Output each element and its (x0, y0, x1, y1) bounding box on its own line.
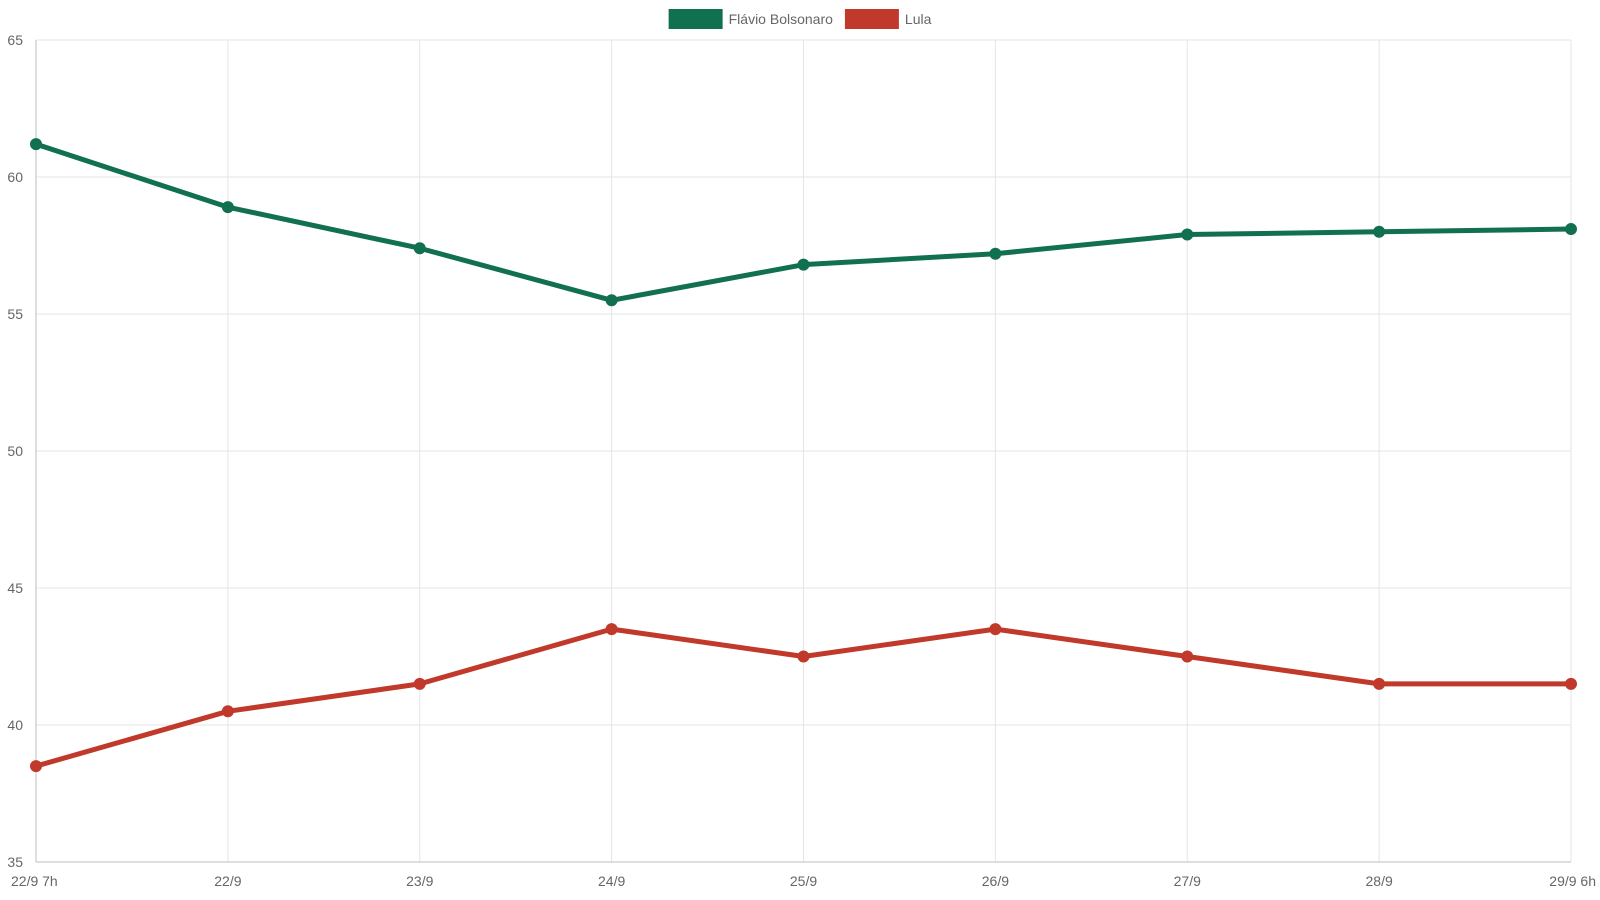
data-point-flavio-bolsonaro[interactable] (221, 201, 234, 214)
x-tick-label: 25/9 (790, 873, 817, 889)
x-tick-label: 22/9 (214, 873, 241, 889)
data-point-lula[interactable] (1565, 677, 1577, 690)
data-point-lula[interactable] (605, 623, 618, 636)
data-point-flavio-bolsonaro[interactable] (1565, 223, 1577, 236)
y-tick-label: 40 (7, 717, 23, 733)
x-tick-label: 23/9 (406, 873, 433, 889)
axes: 35 40 45 50 55 60 65 22/9 7h 22/9 23/9 24/9 25/9 26/… (7, 32, 1596, 889)
data-point-lula[interactable] (413, 677, 426, 690)
data-point-flavio-bolsonaro[interactable] (989, 247, 1002, 260)
x-tick-label: 29/9 6h (1549, 873, 1596, 889)
data-point-lula[interactable] (989, 623, 1002, 636)
x-tick-label: 22/9 7h (11, 873, 58, 889)
data-point-lula[interactable] (30, 760, 42, 773)
y-tick-label: 45 (7, 580, 23, 596)
x-tick-label: 28/9 (1366, 873, 1393, 889)
x-tick-label: 27/9 (1174, 873, 1201, 889)
y-tick-label: 55 (7, 306, 23, 322)
legend-swatch (668, 9, 723, 29)
data-point-lula[interactable] (1373, 677, 1386, 690)
data-point-flavio-bolsonaro[interactable] (797, 258, 810, 271)
data-point-lula[interactable] (221, 705, 234, 718)
data-point-flavio-bolsonaro[interactable] (30, 138, 42, 151)
legend-item-lula[interactable]: Lula (844, 9, 932, 29)
legend-swatch (844, 9, 899, 29)
data-point-flavio-bolsonaro[interactable] (413, 242, 426, 255)
y-tick-label: 50 (7, 443, 23, 459)
y-tick-label: 60 (7, 169, 23, 185)
data-point-flavio-bolsonaro[interactable] (605, 294, 618, 307)
legend-label: Flávio Bolsonaro (729, 11, 833, 27)
x-tick-label: 24/9 (598, 873, 625, 889)
x-tick-label: 26/9 (982, 873, 1009, 889)
data-point-lula[interactable] (797, 650, 810, 663)
data-point-flavio-bolsonaro[interactable] (1373, 225, 1386, 238)
data-point-flavio-bolsonaro[interactable] (1181, 228, 1194, 241)
grid (35, 39, 1572, 863)
legend-item-flavio-bolsonaro[interactable]: Flávio Bolsonaro (668, 9, 833, 29)
legend: Flávio Bolsonaro Lula (668, 9, 932, 29)
data-point-lula[interactable] (1181, 650, 1194, 663)
series-area (30, 138, 1577, 773)
y-tick-label: 65 (7, 32, 23, 48)
y-tick-label: 35 (7, 854, 23, 870)
legend-label: Lula (905, 11, 932, 27)
